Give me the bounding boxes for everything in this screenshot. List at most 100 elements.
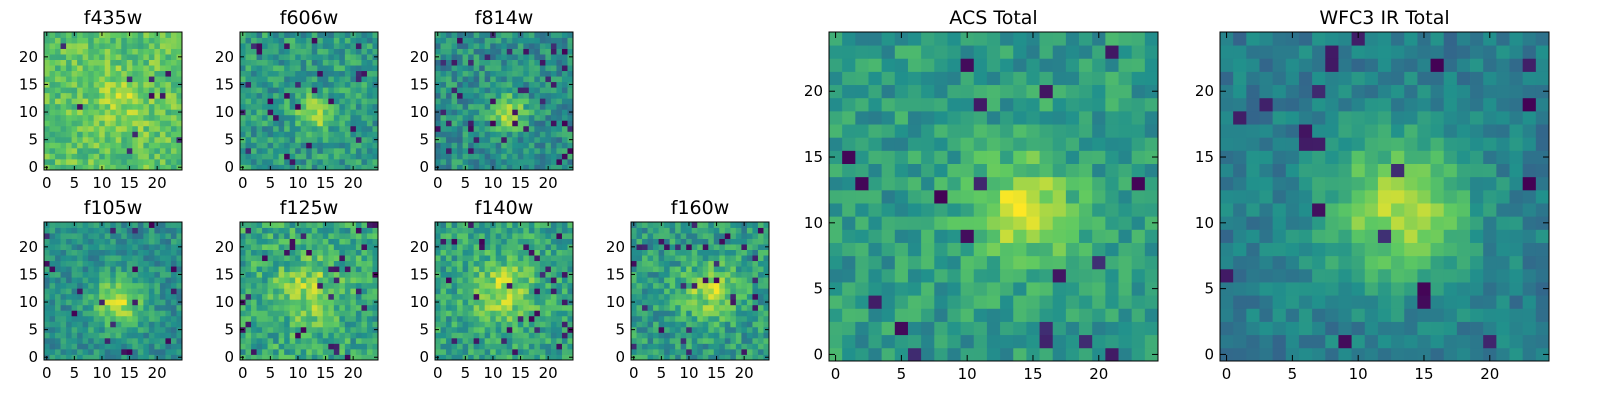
heatmap-cell [300,136,307,143]
heatmap-cell [550,315,557,322]
heatmap-cell [517,136,524,143]
heatmap-cell [741,238,748,245]
heatmap-cell [907,189,922,204]
heatmap-cell [344,59,351,66]
heatmap-cell [66,65,72,72]
heatmap-cell [501,103,508,110]
heatmap-cell [752,337,759,344]
heatmap-cell [741,244,748,250]
heatmap-cell [561,120,568,127]
heatmap-cell [344,321,351,328]
heatmap-cell [339,125,346,132]
heatmap-cell [921,295,935,309]
heatmap-cell [495,354,502,361]
heatmap-cell [289,337,296,344]
heatmap-cell [256,37,263,44]
heatmap-cell [245,337,252,344]
heatmap-cell [528,315,535,322]
heatmap-cell [495,54,502,60]
heatmap-cell [66,310,72,317]
heatmap-cell [132,98,139,105]
heatmap-cell [143,59,150,66]
heatmap-cell [366,293,373,300]
heatmap-cell [539,277,546,284]
heatmap-cell [361,76,368,83]
heatmap-cell [495,65,502,72]
heatmap-cell [495,81,502,88]
heatmap-cell [300,288,307,295]
heatmap-cell [697,293,704,300]
heatmap-cell [468,147,475,154]
heatmap-cell [534,238,541,245]
heatmap-cell [110,255,117,262]
heatmap-cell [642,260,648,267]
heatmap-cell [468,288,475,295]
heatmap-cell [49,147,56,154]
heatmap-cell [561,98,568,105]
heatmap-cell [170,142,177,149]
heatmap-cell [702,266,709,273]
heatmap-cell [110,131,117,138]
heatmap-cell [256,164,263,171]
heatmap-cell [746,315,753,322]
heatmap-cell [495,288,502,295]
heatmap-cell [170,249,177,256]
heatmap-cell [763,288,770,295]
heatmap-cell [88,332,95,339]
heatmap-cell [550,260,557,267]
heatmap-cell [344,76,351,83]
heatmap-cell [311,98,318,105]
heatmap-cell [473,54,480,60]
heatmap-cell [664,249,671,256]
heatmap-cell [907,203,922,217]
heatmap-cell [355,43,362,49]
heatmap-cell [88,125,95,132]
heatmap-cell [82,164,89,171]
heatmap-cell [451,293,458,300]
heatmap-cell [256,326,263,333]
heatmap-cell [88,147,95,154]
heatmap-cell [724,299,731,306]
heatmap-cell [88,271,95,278]
heatmap-cell [344,92,351,99]
heatmap-cell [137,43,144,49]
heatmap-cell [289,103,296,110]
heatmap-cell [517,271,524,278]
heatmap-cell [534,120,541,127]
heatmap-cell [93,92,100,99]
heatmap-cell [170,59,177,66]
heatmap-cell [137,98,144,105]
heatmap-cell [176,147,183,154]
heatmap-cell [517,43,524,49]
heatmap-cell [1026,334,1040,349]
x-tick-label: 5 [461,364,471,382]
heatmap-cell [669,255,676,262]
heatmap-cell [752,288,759,295]
heatmap-cell [322,299,329,306]
heatmap-cell [322,59,329,66]
heatmap-cell [528,348,535,355]
heatmap-cell [829,216,843,230]
y-tick-label: 0 [419,158,429,176]
heatmap-cell [691,354,698,361]
heatmap-cell [256,103,263,110]
heatmap-cell [757,354,764,361]
heatmap-cell [126,54,133,60]
heatmap-cell [71,244,78,250]
heatmap-cell [267,271,274,278]
heatmap-cell [104,43,111,49]
heatmap-cell [855,334,869,349]
heatmap-cell [82,304,89,311]
heatmap-cell [545,120,552,127]
heatmap-cell [251,260,257,267]
heatmap-cell [512,158,519,165]
heatmap-cell [708,222,715,228]
heatmap-cell [680,354,687,361]
heatmap-cell [115,153,122,160]
heatmap-cell [528,304,535,311]
heatmap-cell [278,321,285,328]
heatmap-cell [545,266,552,273]
heatmap-cell [355,260,362,267]
heatmap-cell [539,158,546,165]
heatmap-cell [289,54,296,60]
